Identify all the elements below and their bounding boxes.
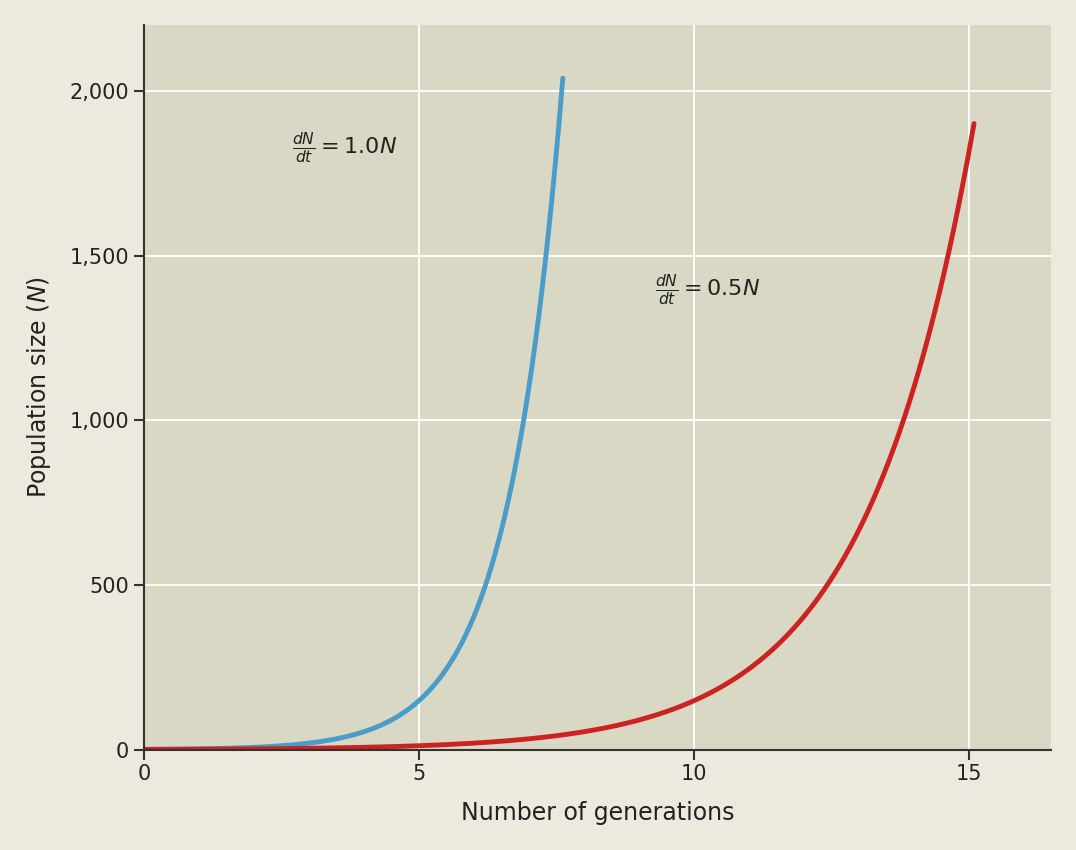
Text: $\mathit{\frac{dN}{dt}}$$= 0.5\mathit{N}$: $\mathit{\frac{dN}{dt}}$$= 0.5\mathit{N}… [655,272,761,307]
Text: $\mathit{\frac{dN}{dt}}$$= 1.0\mathit{N}$: $\mathit{\frac{dN}{dt}}$$= 1.0\mathit{N}… [293,130,397,166]
X-axis label: Number of generations: Number of generations [461,801,734,825]
Y-axis label: Population size ($\mathit{N}$): Population size ($\mathit{N}$) [25,276,53,498]
